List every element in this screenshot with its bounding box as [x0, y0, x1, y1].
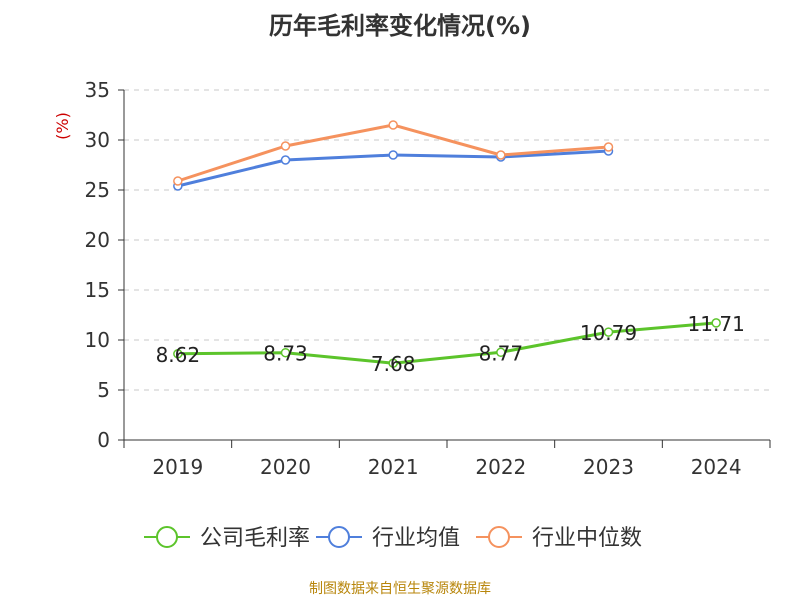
- series-line: [177, 321, 717, 365]
- data-label: 11.71: [688, 312, 745, 336]
- data-point: [173, 349, 183, 359]
- legend-label: 行业中位数: [532, 526, 642, 551]
- y-tick-label: 25: [85, 178, 110, 202]
- legend-label: 公司毛利率: [200, 526, 310, 551]
- series-lines: [173, 120, 721, 368]
- data-point: [711, 318, 721, 328]
- data-label: 8.73: [263, 342, 308, 366]
- data-point: [388, 120, 398, 130]
- data-label: 7.68: [371, 352, 416, 376]
- y-tick-label: 35: [85, 78, 110, 102]
- data-label: 8.62: [156, 343, 201, 367]
- grid-lines: [124, 89, 770, 391]
- x-tick-label: 2023: [583, 455, 634, 479]
- legend[interactable]: 公司毛利率 行业均值 行业中位数: [144, 526, 642, 551]
- y-tick-label: 20: [85, 228, 110, 252]
- data-point: [388, 358, 398, 368]
- y-tick-label: 15: [85, 278, 110, 302]
- data-point: [388, 150, 398, 160]
- x-tick-label: 2022: [475, 455, 526, 479]
- data-point: [173, 176, 183, 186]
- data-label: 10.79: [580, 321, 637, 345]
- x-tick-label: 2021: [368, 455, 419, 479]
- data-point: [496, 150, 506, 160]
- data-point: [603, 142, 614, 152]
- y-tick-label: 30: [85, 128, 110, 152]
- y-axis-label: (%): [53, 112, 72, 140]
- y-tick-label: 5: [97, 378, 110, 402]
- data-point: [603, 327, 614, 337]
- y-tick-label: 10: [85, 328, 110, 352]
- data-point: [280, 347, 291, 358]
- legend-label: 行业均值: [372, 526, 460, 551]
- legend-marker: [156, 526, 178, 548]
- chart-title: 历年毛利率变化情况(%): [269, 12, 531, 40]
- axes: 0 5 10 15 20 25 30 35 2019 2020 2021 2022 2023 2024: [85, 78, 771, 479]
- legend-marker: [488, 526, 510, 548]
- data-point: [280, 141, 291, 151]
- source-note: 制图数据来自恒生聚源数据库: [309, 581, 491, 597]
- x-tick-label: 2020: [260, 455, 311, 479]
- data-label: 8.77: [479, 341, 524, 365]
- x-tick-label: 2024: [691, 455, 742, 479]
- y-tick-label: 0: [97, 428, 110, 452]
- data-point: [496, 347, 506, 358]
- data-point: [280, 155, 291, 165]
- legend-marker: [328, 526, 350, 548]
- x-tick-label: 2019: [152, 455, 203, 479]
- data-labels: 8.62 8.73 7.68 8.77 10.79 11.71: [156, 312, 745, 376]
